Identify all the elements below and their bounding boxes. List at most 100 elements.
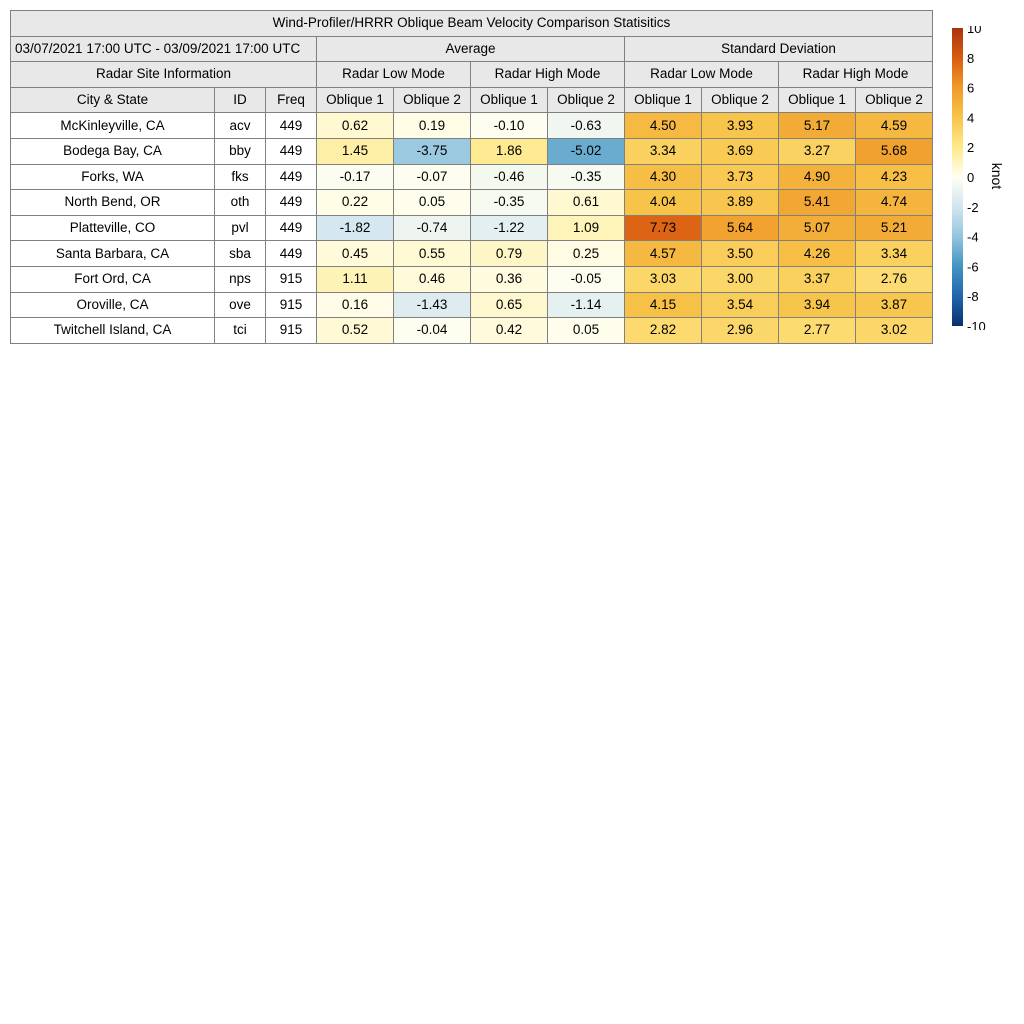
cell-id: pvl xyxy=(214,214,266,242)
cell-city: Santa Barbara, CA xyxy=(10,240,215,267)
mode-header: Radar Low Mode xyxy=(624,61,779,88)
cell-id: nps xyxy=(214,265,266,293)
cell-std: 4.50 xyxy=(624,112,702,139)
cell-std: 4.74 xyxy=(855,189,933,216)
table-row: Forks, WA fks 449 -0.17 -0.07 -0.46 -0.35 4.30 3… xyxy=(10,163,933,191)
cell-std: 5.21 xyxy=(855,214,933,242)
cell-average: 0.79 xyxy=(470,240,548,267)
cell-freq: 449 xyxy=(265,112,317,139)
colorbar-tick-label: 2 xyxy=(967,140,974,155)
column-header-city: City & State xyxy=(10,86,215,114)
cell-average: -0.74 xyxy=(393,214,471,242)
cell-average: 0.65 xyxy=(470,291,548,319)
cell-average: 0.36 xyxy=(470,265,548,293)
cell-std: 7.73 xyxy=(624,214,702,242)
cell-freq: 449 xyxy=(265,189,317,216)
cell-average: -0.07 xyxy=(393,163,471,191)
cell-std: 4.30 xyxy=(624,163,702,191)
cell-freq: 915 xyxy=(265,291,317,319)
cell-average: 1.11 xyxy=(316,265,394,293)
cell-average: 0.62 xyxy=(316,112,394,139)
cell-std: 3.50 xyxy=(701,240,779,267)
cell-city: Forks, WA xyxy=(10,163,215,191)
cell-std: 3.03 xyxy=(624,265,702,293)
cell-std: 4.23 xyxy=(855,163,933,191)
cell-freq: 449 xyxy=(265,240,317,267)
cell-std: 4.59 xyxy=(855,112,933,139)
colorbar-tick-label: 0 xyxy=(967,170,974,185)
cell-average: -0.35 xyxy=(470,189,548,216)
cell-std: 3.27 xyxy=(778,137,856,165)
mode-header: Radar High Mode xyxy=(778,61,933,88)
table-title: Wind-Profiler/HRRR Oblique Beam Velocity… xyxy=(10,10,933,37)
cell-average: 0.61 xyxy=(547,189,625,216)
cell-std: 3.87 xyxy=(855,291,933,319)
mode-header: Radar Low Mode xyxy=(316,61,471,88)
cell-average: -1.82 xyxy=(316,214,394,242)
cell-average: 0.42 xyxy=(470,317,548,344)
cell-freq: 449 xyxy=(265,163,317,191)
column-header-oblique: Oblique 1 xyxy=(778,86,856,114)
cell-std: 3.54 xyxy=(701,291,779,319)
table-row: Oroville, CA ove 915 0.16 -1.43 0.65 -1.14 4.15… xyxy=(10,291,933,319)
cell-average: -5.02 xyxy=(547,137,625,165)
cell-freq: 449 xyxy=(265,214,317,242)
cell-average: 1.86 xyxy=(470,137,548,165)
cell-std: 3.34 xyxy=(855,240,933,267)
cell-city: Bodega Bay, CA xyxy=(10,137,215,165)
cell-city: Fort Ord, CA xyxy=(10,265,215,293)
cell-average: 0.22 xyxy=(316,189,394,216)
cell-id: fks xyxy=(214,163,266,191)
cell-std: 2.77 xyxy=(778,317,856,344)
group-site-info: Radar Site Information xyxy=(10,61,317,88)
column-header-oblique: Oblique 1 xyxy=(316,86,394,114)
table-row: Bodega Bay, CA bby 449 1.45 -3.75 1.86 -5.02 3.… xyxy=(10,137,933,165)
cell-average: 0.25 xyxy=(547,240,625,267)
cell-average: 0.55 xyxy=(393,240,471,267)
cell-average: 0.16 xyxy=(316,291,394,319)
column-header-oblique: Oblique 2 xyxy=(547,86,625,114)
cell-average: 1.09 xyxy=(547,214,625,242)
table-row: Platteville, CO pvl 449 -1.82 -0.74 -1.22 1.09… xyxy=(10,214,933,242)
cell-average: 0.19 xyxy=(393,112,471,139)
cell-city: McKinleyville, CA xyxy=(10,112,215,139)
group-standard-deviation: Standard Deviation xyxy=(624,35,933,63)
cell-std: 2.82 xyxy=(624,317,702,344)
cell-std: 2.76 xyxy=(855,265,933,293)
cell-std: 2.96 xyxy=(701,317,779,344)
cell-std: 3.00 xyxy=(701,265,779,293)
cell-id: acv xyxy=(214,112,266,139)
cell-average: -0.35 xyxy=(547,163,625,191)
colorbar-label: knot xyxy=(989,163,1005,190)
cell-id: tci xyxy=(214,317,266,344)
colorbar-tick-label: 4 xyxy=(967,110,974,125)
cell-std: 3.89 xyxy=(701,189,779,216)
cell-average: -1.43 xyxy=(393,291,471,319)
cell-id: oth xyxy=(214,189,266,216)
cell-std: 4.26 xyxy=(778,240,856,267)
table-row: McKinleyville, CA acv 449 0.62 0.19 -0.10 -0.6… xyxy=(10,112,933,139)
cell-id: bby xyxy=(214,137,266,165)
cell-std: 5.68 xyxy=(855,137,933,165)
table-row: Santa Barbara, CA sba 449 0.45 0.55 0.79 0.25 4… xyxy=(10,240,933,267)
cell-std: 4.57 xyxy=(624,240,702,267)
column-header-id: ID xyxy=(214,86,266,114)
cell-average: 0.45 xyxy=(316,240,394,267)
column-header-oblique: Oblique 1 xyxy=(624,86,702,114)
cell-std: 4.04 xyxy=(624,189,702,216)
cell-average: -1.22 xyxy=(470,214,548,242)
cell-average: -0.46 xyxy=(470,163,548,191)
cell-city: Oroville, CA xyxy=(10,291,215,319)
colorbar-tick-label: 10 xyxy=(967,26,981,36)
cell-freq: 915 xyxy=(265,265,317,293)
cell-average: -0.10 xyxy=(470,112,548,139)
colorbar-tick-label: -8 xyxy=(967,289,979,304)
cell-std: 3.69 xyxy=(701,137,779,165)
colorbar-tick-label: -10 xyxy=(967,319,986,330)
cell-std: 5.41 xyxy=(778,189,856,216)
column-header-oblique: Oblique 2 xyxy=(701,86,779,114)
cell-std: 3.37 xyxy=(778,265,856,293)
colorbar-tick-label: -4 xyxy=(967,230,979,245)
table-row: Fort Ord, CA nps 915 1.11 0.46 0.36 -0.05 3.03 3… xyxy=(10,265,933,293)
cell-id: ove xyxy=(214,291,266,319)
